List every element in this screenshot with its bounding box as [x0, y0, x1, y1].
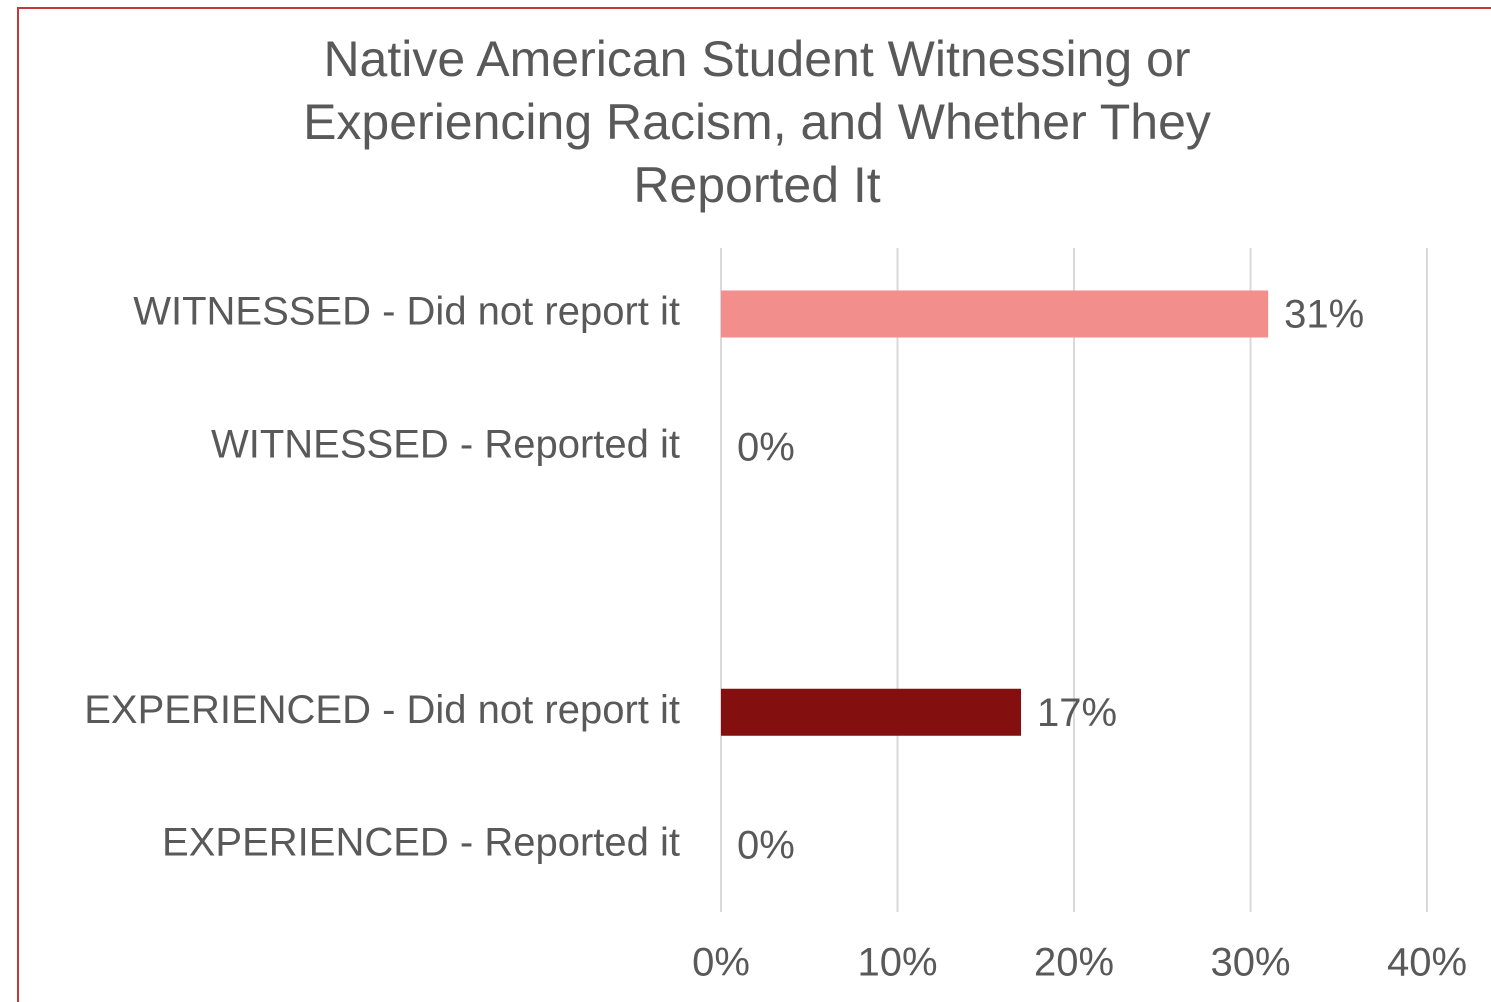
bar	[721, 290, 1269, 338]
value-label: 0%	[737, 824, 795, 868]
bar	[721, 688, 1022, 736]
x-tick-label: 30%	[1210, 941, 1290, 985]
chart-frame	[17, 7, 1491, 1002]
x-tick-label: 20%	[1034, 941, 1114, 985]
y-tick-label: WITNESSED - Did not report it	[133, 290, 680, 334]
y-tick-label: WITNESSED - Reported it	[211, 422, 680, 466]
x-tick-label: 10%	[857, 941, 937, 985]
value-label: 17%	[1037, 691, 1117, 735]
y-tick-label: EXPERIENCED - Reported it	[162, 821, 680, 865]
value-label: 0%	[737, 425, 795, 469]
x-tick-label: 40%	[1387, 941, 1467, 985]
chart-title: Native American Student Witnessing or Ex…	[303, 31, 1211, 213]
x-tick-label: 0%	[692, 941, 750, 985]
value-label: 31%	[1284, 293, 1364, 337]
y-tick-label: EXPERIENCED - Did not report it	[84, 688, 680, 732]
